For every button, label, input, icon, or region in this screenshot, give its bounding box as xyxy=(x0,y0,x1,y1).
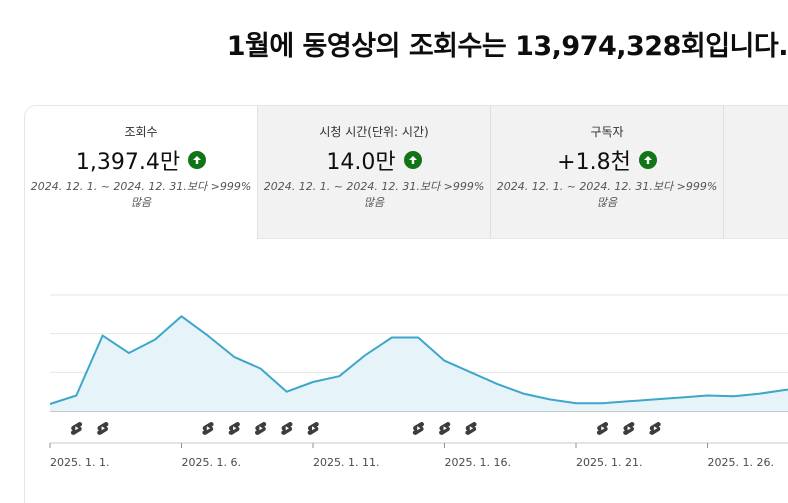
metric-value: +1.8천 xyxy=(557,150,631,175)
shorts-icon xyxy=(97,421,109,435)
metric-compare-suffix: 많음 xyxy=(596,196,618,209)
metric-compare-line: 2024. 12. 1. ~ 2024. 12. 31.보다 >999% xyxy=(263,180,485,193)
views-headline: 1월에 동영상의 조회수는 13,974,328회입니다. xyxy=(226,31,788,62)
x-tick-label: 2025. 1. 6. xyxy=(182,456,241,469)
views-series-line xyxy=(49,315,788,405)
x-tick-label: 2025. 1. 16. xyxy=(445,456,511,469)
x-tick-label: 2025. 1. 11. xyxy=(313,456,379,469)
shorts-icon xyxy=(70,421,83,435)
shorts-icon xyxy=(307,421,319,435)
arrow-up-circle-icon xyxy=(188,151,207,169)
shorts-icon xyxy=(281,421,293,435)
shorts-icon xyxy=(623,421,635,435)
metric-label: 시청 시간(단위: 시간) xyxy=(319,125,429,139)
metric-tabs: 조회수 1,397.4만 2024. 12. 1. ~ 2024. 12. 31… xyxy=(25,106,788,239)
shorts-icon xyxy=(228,421,240,435)
arrow-up-circle-icon xyxy=(638,151,657,169)
tab-subscribers[interactable]: 구독자 +1.8천 2024. 12. 1. ~ 2024. 12. 31.보다… xyxy=(491,106,724,239)
shorts-icon xyxy=(649,421,661,435)
tab-watch-time[interactable]: 시청 시간(단위: 시간) 14.0만 2024. 12. 1. ~ 2024.… xyxy=(258,106,491,239)
metric-compare-suffix: 많음 xyxy=(130,196,152,209)
views-area-chart: 2025. 1. 1. 2025. 1. 6. 2025. 1. 11. 2025. … xyxy=(49,294,788,469)
metric-label: 구독자 xyxy=(590,125,624,139)
metric-compare-suffix: 많음 xyxy=(363,196,385,209)
shorts-icon xyxy=(412,421,424,435)
x-tick-label: 2025. 1. 26. xyxy=(708,456,774,469)
metric-label: 조회수 xyxy=(124,125,158,139)
shorts-icon xyxy=(254,421,267,435)
metric-compare-line: 2024. 12. 1. ~ 2024. 12. 31.보다 >999% xyxy=(496,180,718,193)
x-tick-label: 2025. 1. 21. xyxy=(576,456,642,469)
shorts-icon xyxy=(465,421,477,435)
tab-more-metric[interactable] xyxy=(724,106,788,239)
metric-value: 14.0만 xyxy=(326,150,396,175)
metric-value: 1,397.4만 xyxy=(75,150,181,175)
analytics-card: 조회수 1,397.4만 2024. 12. 1. ~ 2024. 12. 31… xyxy=(24,105,788,503)
shorts-icon xyxy=(596,421,609,435)
metric-compare-line: 2024. 12. 1. ~ 2024. 12. 31.보다 >999% xyxy=(30,180,252,193)
views-area-fill xyxy=(50,316,788,411)
x-tick-label: 2025. 1. 1. xyxy=(50,456,109,469)
shorts-icon xyxy=(439,421,451,435)
arrow-up-circle-icon xyxy=(403,151,422,169)
shorts-icon xyxy=(202,421,214,435)
tab-views[interactable]: 조회수 1,397.4만 2024. 12. 1. ~ 2024. 12. 31… xyxy=(25,106,258,239)
